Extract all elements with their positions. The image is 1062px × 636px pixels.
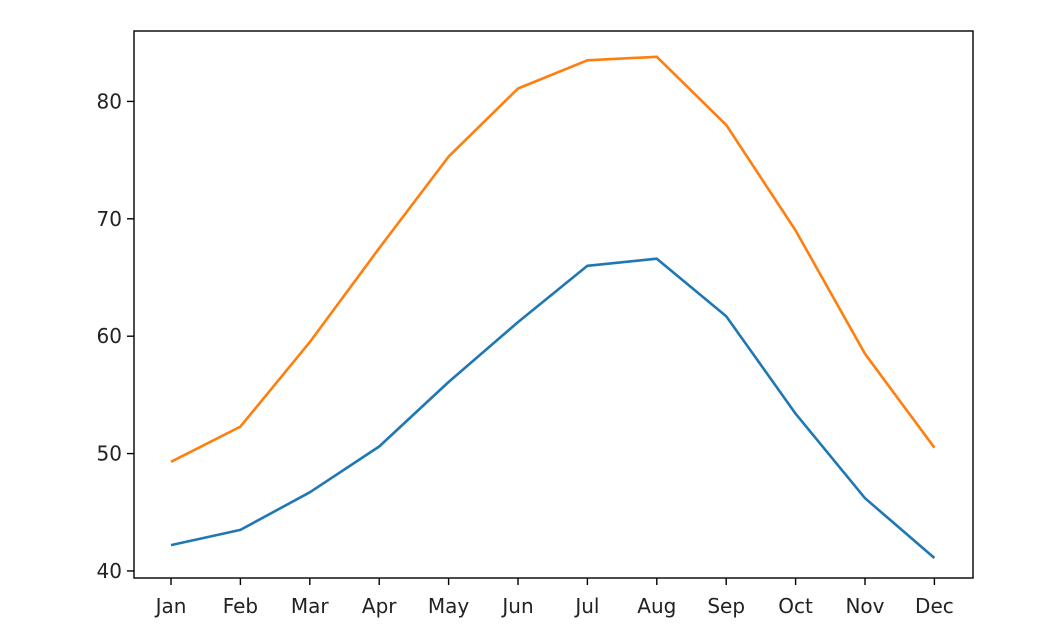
x-tick-label-may: May [428,594,470,618]
series-1-line [170,257,936,559]
series-1-point-dec [932,556,936,560]
series-2-point-dec [932,446,936,450]
y-tick-label: 50 [97,442,122,466]
x-tick-label-mar: Mar [291,594,330,618]
series-1-point-jan [169,543,173,547]
x-tick-label-jun: Jun [500,594,533,618]
series-2-point-apr [377,246,381,250]
x-tick-label-sep: Sep [707,594,745,618]
y-tick-label: 40 [97,559,122,583]
y-tick-label: 80 [97,89,122,113]
series-layer [169,55,936,560]
series-2-point-may [447,155,451,159]
series-2-point-nov [863,352,867,356]
series-1-point-feb [238,528,242,532]
plot-area-background [134,31,973,578]
y-tick-label: 60 [97,324,122,348]
series-1-point-jun [516,320,520,324]
series-2-point-jul [585,58,589,62]
series-2-point-oct [794,229,798,233]
x-tick-label-jan: Jan [154,594,187,618]
plot-area-frame [133,30,974,579]
series-1-point-jul [585,264,589,268]
y-axis: 40 50 60 70 80 [97,89,134,583]
y-tick-label: 70 [97,207,122,231]
series-2-point-jun [516,87,520,91]
series-2-point-mar [308,340,312,344]
series-2 [169,55,936,464]
x-tick-label-feb: Feb [223,594,258,618]
series-1 [169,257,936,560]
series-1-point-aug [655,257,659,261]
series-1-point-mar [308,490,312,494]
series-2-line [170,55,936,463]
series-1-point-may [447,380,451,384]
x-tick-label-aug: Aug [637,594,676,618]
x-axis: Jan Feb Mar Apr May Jun Jul Aug Sep Oct Nov Dec [154,578,954,618]
series-1-point-sep [724,314,728,318]
x-tick-label-apr: Apr [362,594,397,618]
series-1-point-nov [863,496,867,500]
x-tick-label-oct: Oct [778,594,813,618]
series-2-point-jan [169,460,173,464]
series-1-point-apr [377,445,381,449]
series-2-point-sep [724,123,728,127]
series-1-point-oct [794,412,798,416]
x-tick-label-jul: Jul [573,594,599,618]
x-tick-label-nov: Nov [845,594,884,618]
x-tick-label-dec: Dec [915,594,954,618]
series-2-point-aug [655,55,659,59]
series-2-point-feb [238,425,242,429]
